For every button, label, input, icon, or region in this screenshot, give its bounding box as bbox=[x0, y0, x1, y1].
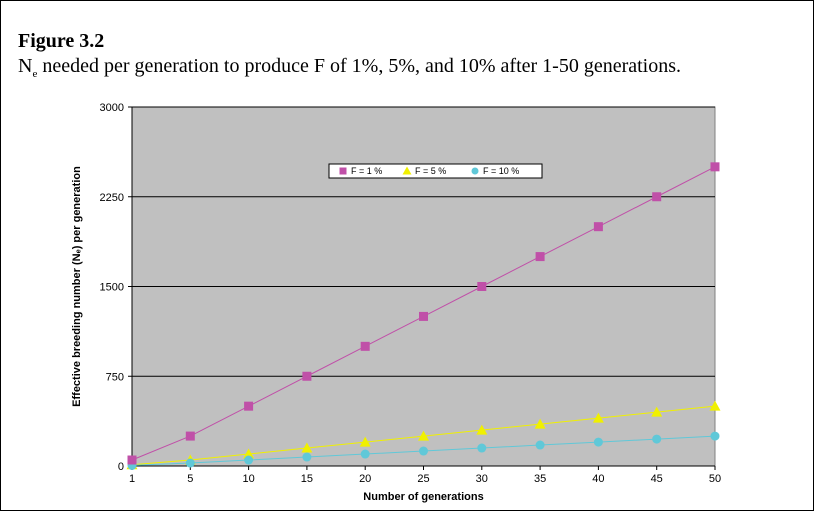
data-point bbox=[710, 431, 720, 441]
data-point bbox=[185, 458, 195, 468]
x-tick-label: 20 bbox=[359, 473, 371, 485]
data-point bbox=[185, 431, 195, 441]
data-point bbox=[419, 311, 428, 321]
data-point bbox=[244, 401, 254, 411]
data-point bbox=[534, 418, 546, 429]
data-point bbox=[709, 400, 721, 411]
caption-text: needed per generation to produce F of 1%… bbox=[37, 55, 682, 77]
x-tick-label: 45 bbox=[651, 473, 663, 485]
legend-entry: F = 10 % bbox=[483, 166, 519, 176]
x-tick-label: 1 bbox=[129, 473, 135, 485]
data-point bbox=[244, 455, 254, 465]
legend-marker bbox=[339, 167, 347, 175]
data-point bbox=[593, 437, 603, 447]
legend-marker bbox=[402, 166, 412, 175]
data-point bbox=[477, 282, 487, 291]
figure-caption: Ne needed per generation to produce F of… bbox=[18, 55, 681, 80]
data-point bbox=[302, 371, 312, 381]
series-layer bbox=[126, 162, 721, 470]
legend-marker bbox=[471, 167, 479, 175]
series-1 bbox=[127, 162, 720, 465]
figure-title: Figure 3.2 bbox=[18, 30, 105, 52]
data-point bbox=[477, 443, 487, 453]
legend-box bbox=[328, 163, 543, 179]
y-tick-label: 3000 bbox=[100, 102, 124, 114]
y-tick-label: 2250 bbox=[100, 192, 124, 204]
x-tick-label: 40 bbox=[592, 473, 604, 485]
data-point bbox=[243, 448, 255, 459]
x-axis-label: Number of generations bbox=[363, 491, 483, 503]
axes bbox=[128, 106, 716, 470]
caption-subscript: e bbox=[32, 68, 38, 80]
data-point bbox=[476, 424, 488, 435]
data-point bbox=[651, 406, 663, 417]
data-point bbox=[592, 412, 604, 423]
gridlines bbox=[132, 106, 715, 377]
data-point bbox=[652, 192, 662, 202]
y-tick-label: 0 bbox=[118, 461, 124, 473]
data-point bbox=[593, 222, 603, 232]
x-tick-label: 35 bbox=[534, 473, 546, 485]
x-tick-label: 25 bbox=[417, 473, 429, 485]
legend-entry: F = 5 % bbox=[415, 166, 446, 176]
data-point bbox=[360, 449, 370, 459]
y-axis-label: Effective breeding number (Nₑ) per gener… bbox=[71, 166, 83, 407]
legend-entry: F = 1 % bbox=[351, 166, 382, 176]
legend: F = 1 % F = 5 % F = 10 % bbox=[328, 163, 543, 179]
data-point bbox=[301, 442, 313, 453]
x-tick-label: 15 bbox=[301, 473, 313, 485]
x-tick-label: 5 bbox=[187, 473, 193, 485]
x-tick-label: 10 bbox=[242, 473, 254, 485]
data-point bbox=[535, 440, 545, 450]
data-point bbox=[652, 434, 662, 444]
data-point bbox=[419, 446, 428, 456]
data-point bbox=[127, 455, 137, 465]
y-tick-label: 1500 bbox=[100, 282, 124, 294]
y-tick-label: 750 bbox=[106, 371, 124, 383]
data-point bbox=[302, 452, 312, 462]
data-point bbox=[360, 341, 370, 351]
data-point bbox=[418, 430, 429, 441]
x-tick-label: 30 bbox=[476, 473, 488, 485]
data-point bbox=[710, 162, 720, 172]
data-point bbox=[535, 252, 545, 262]
data-point bbox=[359, 436, 371, 447]
caption-n: N bbox=[18, 55, 33, 77]
x-tick-label: 50 bbox=[709, 473, 721, 485]
